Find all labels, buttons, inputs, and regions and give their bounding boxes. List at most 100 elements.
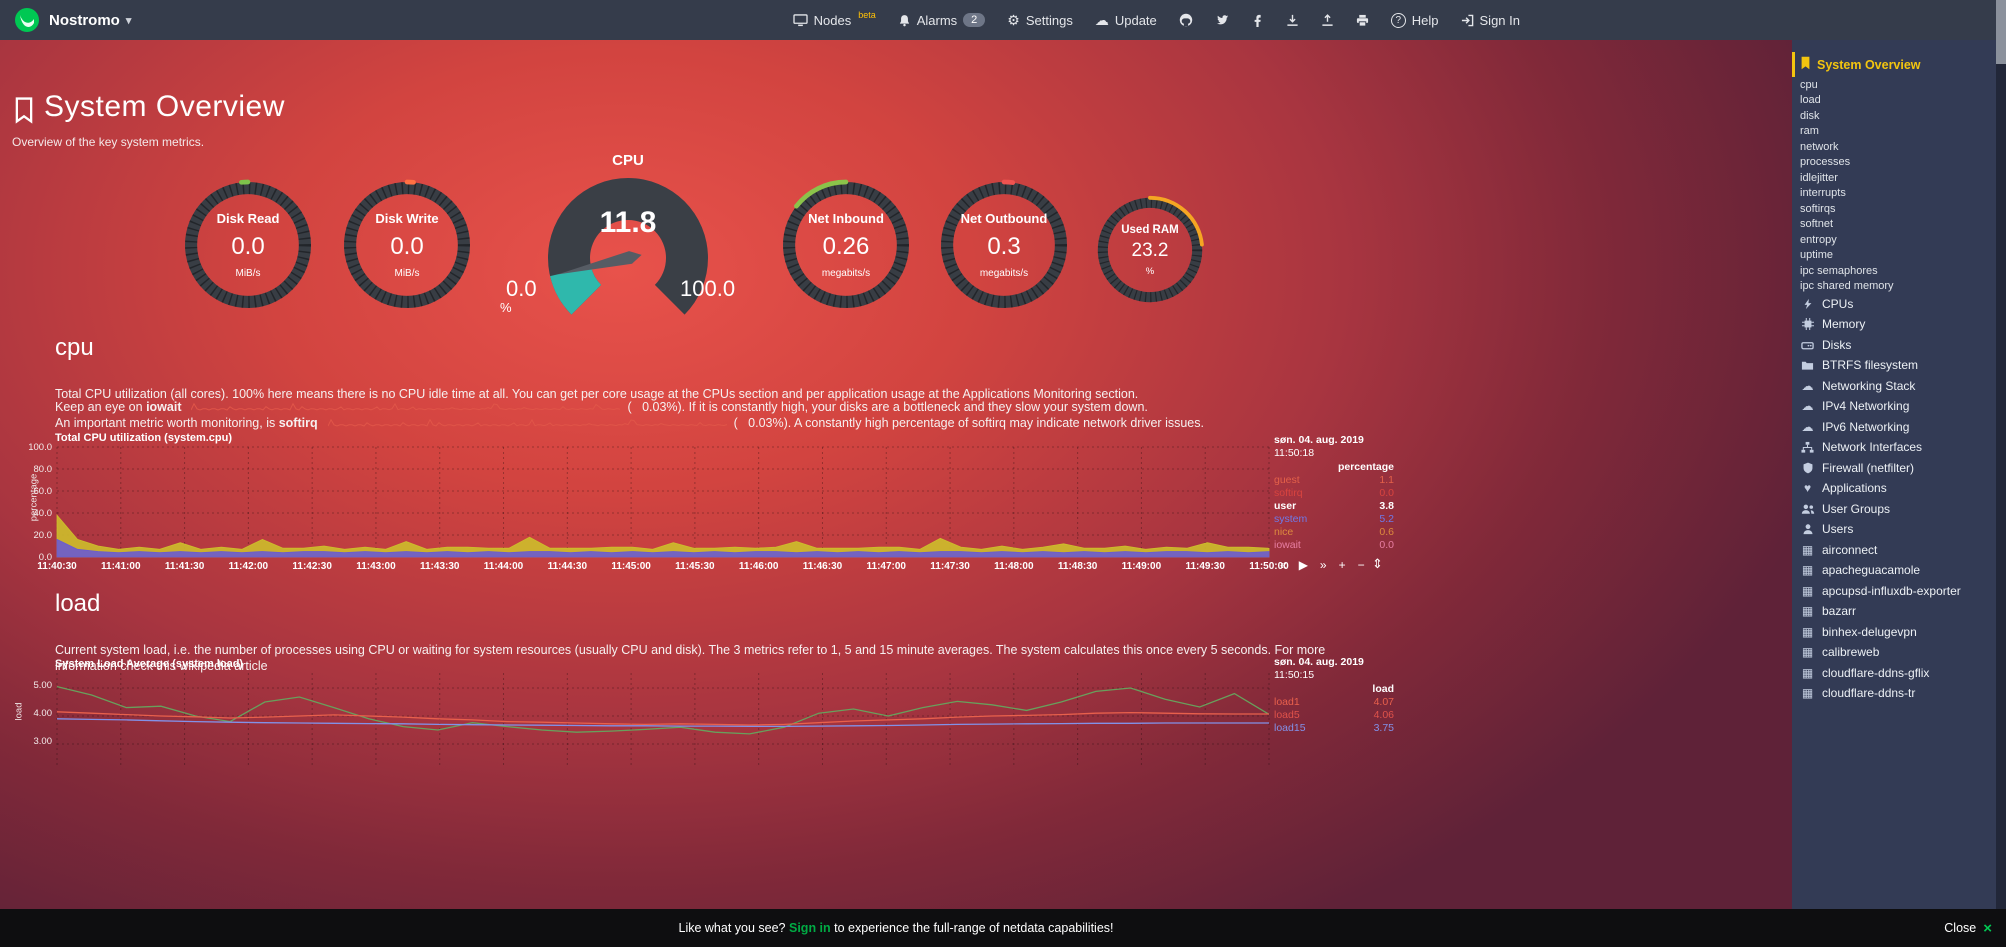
sidebar-item-label: cloudflare-ddns-gflix [1822,665,1930,680]
resize-handle[interactable]: ⇕ [1372,556,1383,571]
netdata-logo-icon[interactable] [14,7,40,33]
load-chart[interactable] [56,673,1270,765]
sidebar-item-softnet[interactable]: softnet [1800,218,1834,230]
load-chart-title: System Load Average (system.load) [55,658,244,670]
gauge-title: Net Outbound [960,211,1048,226]
import-icon[interactable] [1286,14,1299,27]
sidebar-item-user-groups[interactable]: User Groups [1792,499,2006,520]
update-menu[interactable]: ☁ Update [1094,12,1157,28]
x-tick: 11:47:30 [930,561,970,572]
gauge-net-outbound[interactable]: Net Outbound 0.3 megabits/s [934,175,1074,315]
gauge-cpu[interactable]: CPU 11.8 0.0 100.0 % [488,148,768,318]
export-icon[interactable] [1321,13,1334,27]
help-menu[interactable]: ? Help [1390,12,1439,28]
sidebar-item-cpus[interactable]: CPUs [1792,294,2006,315]
sidebar-item-softirqs[interactable]: softirqs [1800,202,1836,215]
sidebar-item-airconnect[interactable]: ▦ airconnect [1792,540,2006,561]
sidebar-item-disk[interactable]: disk [1800,109,1820,122]
signin-link[interactable]: Sign in [789,921,831,935]
sidebar-item-applications[interactable]: ♥ Applications [1792,479,2006,500]
sidebar-item-networking-stack[interactable]: ☁ Networking Stack [1792,376,2006,397]
sidebar-item-disks[interactable]: Disks [1792,335,2006,356]
alarms-menu[interactable]: Alarms 2 [898,13,986,28]
sidebar-item-ipv6-networking[interactable]: ☁ IPv6 Networking [1792,417,2006,438]
sidebar-item-network[interactable]: network [1800,140,1839,153]
legend-item-load1[interactable]: load1 4.07 [1274,696,1394,708]
sidebar-item-cloudflare-ddns-tr[interactable]: ▦ cloudflare-ddns-tr [1792,684,2006,705]
legend-item-load5[interactable]: load5 4.06 [1274,709,1394,721]
sidebar-item-ram[interactable]: ram [1800,125,1819,137]
close-banner-button[interactable]: Close × [1944,919,1992,937]
sidebar-item-cloudflare-ddns-gflix[interactable]: ▦ cloudflare-ddns-gflix [1792,663,2006,684]
twitter-icon[interactable] [1215,13,1229,27]
cpu-chart-title: Total CPU utilization (system.cpu) [55,432,233,444]
legend-item-system[interactable]: system 5.2 [1274,513,1394,525]
user-icon [1800,523,1815,535]
rewind-button[interactable]: « [1280,558,1287,572]
sidebar-item-cpu[interactable]: cpu [1800,78,1818,91]
facebook-icon[interactable] [1251,14,1264,27]
y-tick: 40.0 [33,508,53,519]
sidebar-item-network-interfaces[interactable]: Network Interfaces [1792,438,2006,459]
github-icon[interactable] [1179,13,1193,27]
sidebar-item-apacheguacamole[interactable]: ▦ apacheguacamole [1792,561,2006,582]
x-tick: 11:40:30 [37,561,77,572]
legend-item-nice[interactable]: nice 0.6 [1274,526,1394,538]
gauge-disk-write[interactable]: Disk Write 0.0 MiB/s [337,175,477,315]
gauge-net-inbound[interactable]: Net Inbound 0.26 megabits/s [776,175,916,315]
legend-item-softirq[interactable]: softirq 0.0 [1274,487,1394,499]
banner-message: Like what you see? Sign in to experience… [678,921,1114,935]
sidebar-item-btrfs-filesystem[interactable]: BTRFS filesystem [1792,356,2006,377]
iowait-sparkline [191,402,621,411]
gauge-used-ram[interactable]: Used RAM 23.2 % [1092,192,1208,308]
sidebar-item-bazarr[interactable]: ▦ bazarr [1792,602,2006,623]
sidebar-item-uptime[interactable]: uptime [1800,249,1834,261]
sidebar-item-idlejitter[interactable]: idlejitter [1800,171,1838,184]
sidebar-item-ipc-shared-memory[interactable]: ipc shared memory [1800,280,1894,292]
x-tick: 11:49:00 [1121,561,1162,572]
zoom-out-button[interactable]: − [1357,558,1365,572]
scrollbar-thumb[interactable] [1996,0,2006,64]
x-tick: 11:47:00 [866,561,906,572]
node-selector[interactable]: Nostromo ▾ [49,12,131,29]
sidebar-item-system-overview[interactable]: System Overview [1792,52,2006,77]
print-icon[interactable] [1356,14,1369,27]
signin-menu[interactable]: Sign In [1461,13,1520,28]
settings-menu[interactable]: ⚙ Settings [1007,12,1073,28]
nodes-menu[interactable]: Nodes beta [792,10,876,28]
y-tick: 4.00 [33,708,53,719]
sidebar-item-load[interactable]: load [1800,94,1821,106]
microchip-icon [1800,318,1815,330]
sidebar-item-apcupsd-influxdb-exporter[interactable]: ▦ apcupsd-influxdb-exporter [1792,581,2006,602]
sidebar-item-ipv4-networking[interactable]: ☁ IPv4 Networking [1792,397,2006,418]
gauge-title: Net Inbound [808,211,884,226]
gauge-value: 0.0 [231,233,265,260]
sidebar-item-ipc-semaphores[interactable]: ipc semaphores [1800,264,1878,277]
zoom-in-button[interactable]: + [1338,558,1346,572]
sidebar-item-processes[interactable]: processes [1800,156,1851,168]
legend-item-user[interactable]: user 3.8 [1274,500,1394,512]
sidebar-item-users[interactable]: Users [1792,520,2006,541]
sidebar-item-entropy[interactable]: entropy [1800,233,1837,246]
legend-item-iowait[interactable]: iowait 0.0 [1274,539,1394,551]
scrollbar-track[interactable] [1996,0,2006,947]
cpu-softirq-line: An important metric worth monitoring, is… [55,416,1204,430]
sidebar-item-firewall-netfilter-[interactable]: Firewall (netfilter) [1792,458,2006,479]
y-tick: 3.00 [33,736,53,747]
legend-item-guest[interactable]: guest 1.1 [1274,474,1394,486]
forward-button[interactable]: » [1319,558,1327,572]
sidebar-item-interrupts[interactable]: interrupts [1800,187,1846,199]
sidebar-item-label: IPv4 Networking [1822,399,1910,413]
sidebar-item-calibreweb[interactable]: ▦ calibreweb [1792,643,2006,664]
legend-item-load15[interactable]: load15 3.75 [1274,722,1394,734]
cpu-chart[interactable] [56,446,1270,558]
cpu-description: Total CPU utilization (all cores). 100% … [55,387,1139,401]
play-button[interactable]: ▶ [1298,558,1308,572]
gauge-disk-read[interactable]: Disk Read 0.0 MiB/s [178,175,318,315]
sidebar-item-binhex-delugevpn[interactable]: ▦ binhex-delugevpn [1792,622,2006,643]
gauge-value: 0.3 [987,233,1021,260]
cpu-gauge-max: 100.0 [680,276,736,301]
sidebar-item-memory[interactable]: Memory [1792,315,2006,336]
cloud-icon: ☁ [1801,378,1814,393]
